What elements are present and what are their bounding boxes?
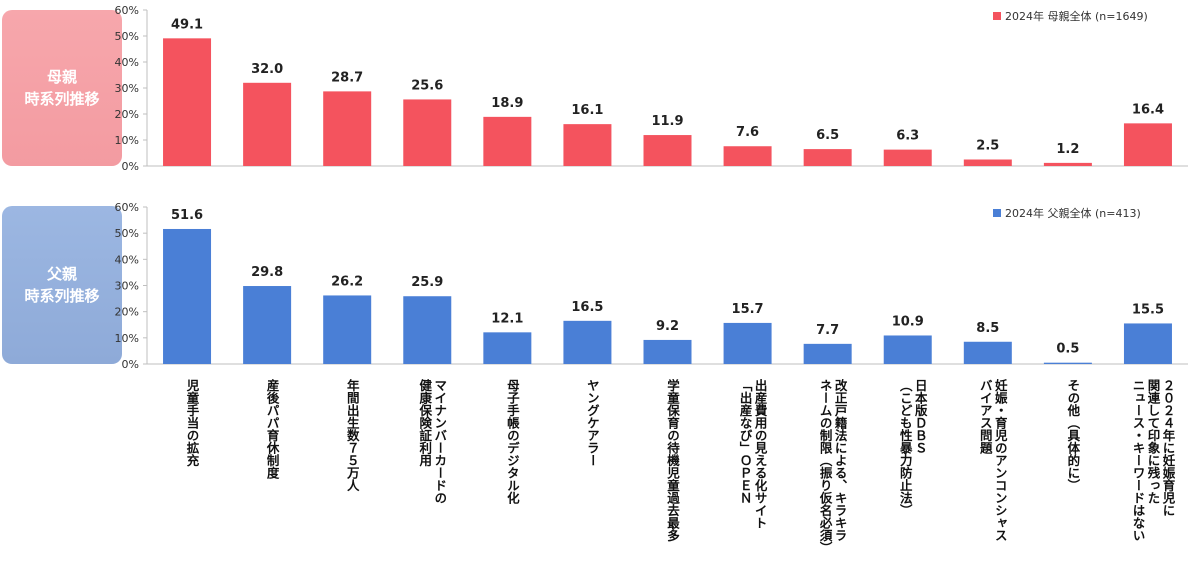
legend-swatch xyxy=(993,12,1001,20)
data-label: 2.5 xyxy=(976,139,999,154)
data-label: 1.2 xyxy=(1056,142,1079,157)
mother-label-line2: 時系列推移 xyxy=(24,90,100,108)
bar xyxy=(163,228,212,364)
bar xyxy=(643,135,692,166)
bar xyxy=(963,159,1012,166)
category-label: 母子手帳のデジタル化 xyxy=(504,379,520,504)
data-label: 32.0 xyxy=(251,62,283,77)
bar xyxy=(163,38,212,167)
y-tick-label: 0% xyxy=(122,358,139,371)
bar xyxy=(563,124,612,166)
category-label: 出産費用の見える化サイト 「出産なび」ＯＰＥＮ xyxy=(737,379,768,529)
bar xyxy=(1123,123,1172,166)
data-label: 6.5 xyxy=(816,128,839,143)
data-label: 49.1 xyxy=(171,17,203,32)
data-label: 16.4 xyxy=(1132,102,1164,117)
category-label: マイナンバーカードの 健康保険証利用 xyxy=(417,379,448,504)
bar xyxy=(883,149,932,166)
bar xyxy=(323,91,372,166)
father-panel-label: 父親 時系列推移 xyxy=(2,206,122,364)
data-label: 28.7 xyxy=(331,70,363,85)
data-label: 29.8 xyxy=(251,265,283,280)
data-label: 18.9 xyxy=(491,96,523,111)
data-label: 9.2 xyxy=(656,319,679,334)
bar xyxy=(723,146,772,166)
legend-swatch xyxy=(993,209,1001,217)
data-label: 7.7 xyxy=(816,323,839,338)
data-label: 7.6 xyxy=(736,125,759,140)
data-label: 25.9 xyxy=(411,275,443,290)
bar xyxy=(963,341,1012,364)
bar xyxy=(563,320,612,364)
bar xyxy=(403,99,452,166)
data-label: 25.6 xyxy=(411,78,443,93)
chart-panel-1: 0% 10% 20% 30% 40% 50% 60% 51.6 29.8 26.2 25.9 12.1… xyxy=(115,201,1188,371)
bar xyxy=(483,116,532,166)
bar xyxy=(1043,362,1092,364)
y-tick-label: 20% xyxy=(115,108,139,121)
bar xyxy=(643,339,692,364)
mother-label-line1: 母親 xyxy=(46,68,77,86)
y-tick-label: 50% xyxy=(115,227,139,240)
bar xyxy=(323,295,372,364)
data-label: 11.9 xyxy=(651,114,683,129)
bar xyxy=(1043,162,1092,166)
y-tick-label: 40% xyxy=(115,56,139,69)
y-tick-label: 30% xyxy=(115,82,139,95)
bar xyxy=(803,149,852,166)
legend-label: 2024年 母親全体 (n=1649) xyxy=(1005,9,1148,23)
category-label: その他（具体的に） xyxy=(1065,379,1081,492)
bar xyxy=(403,296,452,364)
bar xyxy=(1123,323,1172,364)
data-label: 15.7 xyxy=(732,302,764,317)
data-label: 12.1 xyxy=(491,311,523,326)
category-label: 児童手当の拡充 xyxy=(184,379,200,467)
data-label: 8.5 xyxy=(976,321,999,336)
y-tick-label: 30% xyxy=(115,280,139,293)
y-tick-label: 60% xyxy=(115,201,139,214)
data-label: 51.6 xyxy=(171,208,203,223)
category-label: 産後パパ育休制度 xyxy=(264,379,280,479)
data-label: 16.1 xyxy=(571,103,603,118)
legend-label: 2024年 父親全体 (n=413) xyxy=(1005,206,1141,220)
bar xyxy=(243,82,292,166)
category-label: ２０２４年に妊娠育児に 関連して印象に残った ニュース・キーワードはない xyxy=(1130,379,1176,542)
category-label: 日本版ＤＢＳ （こども性暴力防止法） xyxy=(897,379,928,517)
y-tick-label: 40% xyxy=(115,253,139,266)
y-tick-label: 60% xyxy=(115,4,139,17)
y-tick-label: 20% xyxy=(115,306,139,319)
category-label: 妊娠・育児のアンコンシャス バイアス問題 xyxy=(977,379,1008,542)
y-tick-label: 10% xyxy=(115,134,139,147)
bar xyxy=(483,332,532,364)
data-label: 26.2 xyxy=(331,274,363,289)
mother-panel-label: 母親 時系列推移 xyxy=(2,10,122,166)
category-label: 改正戸籍法による、キラキラ ネームの制限（振り仮名必須） xyxy=(817,379,848,554)
data-label: 0.5 xyxy=(1056,342,1079,357)
bar xyxy=(803,343,852,364)
bar xyxy=(883,335,932,364)
chart-panel-0: 0% 10% 20% 30% 40% 50% 60% 49.1 32.0 28.7 25.6 18.9… xyxy=(115,4,1188,173)
y-tick-label: 50% xyxy=(115,30,139,43)
data-label: 16.5 xyxy=(571,300,603,315)
father-label-line2: 時系列推移 xyxy=(24,287,100,305)
data-label: 10.9 xyxy=(892,314,924,329)
data-label: 15.5 xyxy=(1132,302,1164,317)
bar xyxy=(723,322,772,364)
category-label: ヤングケアラー xyxy=(584,379,600,467)
data-label: 6.3 xyxy=(896,129,919,144)
category-label: 学童保育の待機児童過去最多 xyxy=(665,379,680,542)
bar xyxy=(243,286,292,364)
father-label-line1: 父親 xyxy=(46,265,77,283)
y-tick-label: 0% xyxy=(122,160,139,173)
y-tick-label: 10% xyxy=(115,332,139,345)
category-label: 年間出生数７５万人 xyxy=(344,379,360,492)
